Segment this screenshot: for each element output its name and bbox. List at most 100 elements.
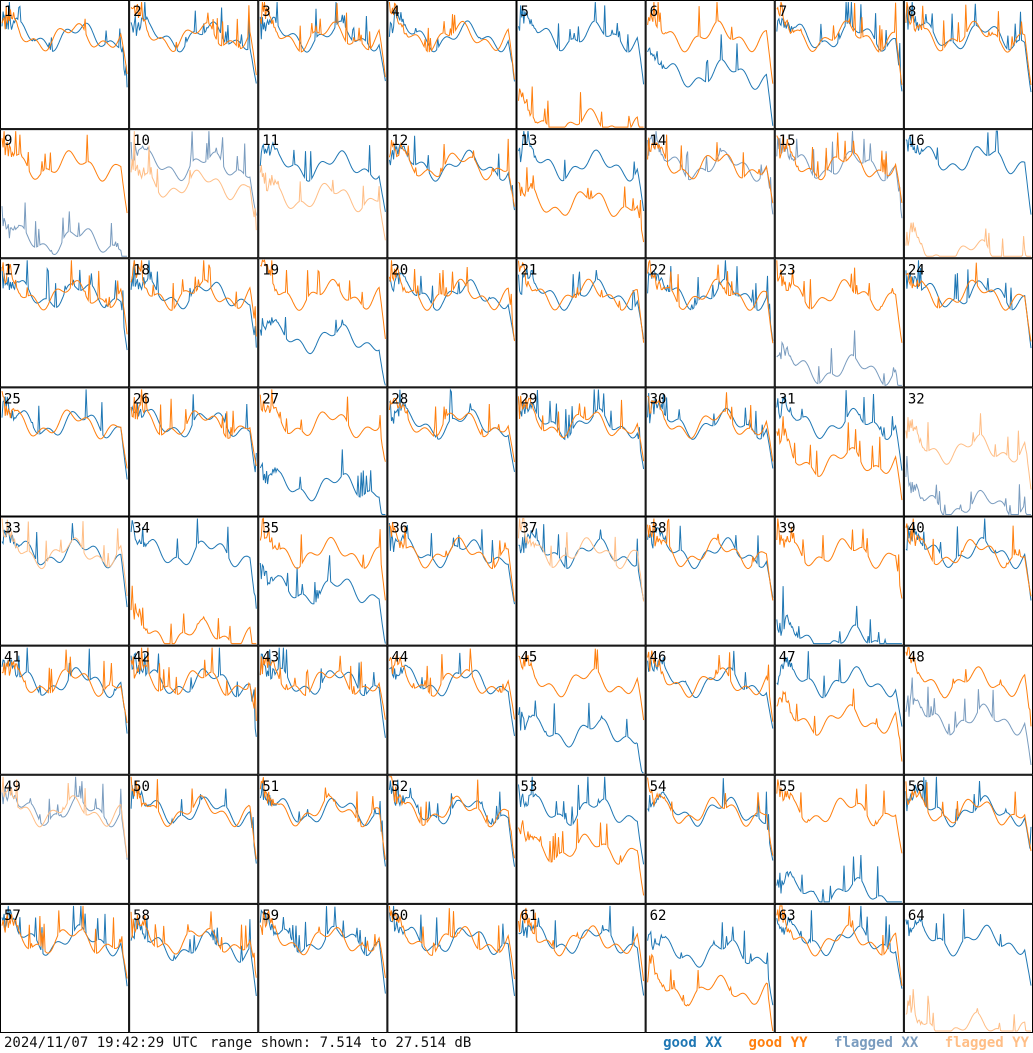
panel-frame (516, 387, 646, 517)
panel-frame (387, 516, 517, 646)
panel-frame (645, 903, 775, 1033)
xx-trace (130, 131, 257, 216)
footer: 2024/11/07 19:42:29 UTC range shown: 7.5… (0, 1033, 1033, 1053)
yy-trace (776, 260, 903, 343)
yy-trace (130, 1, 257, 76)
panel-label: 47 (779, 650, 796, 666)
timestamp: 2024/11/07 19:42:29 UTC (4, 1035, 198, 1051)
yy-trace (647, 392, 774, 462)
yy-trace (776, 688, 903, 762)
yy-trace (259, 389, 386, 462)
antenna-panel: 26 (129, 387, 259, 517)
panel-label: 7 (779, 4, 787, 20)
yy-trace (905, 413, 1032, 490)
yy-trace (647, 1, 774, 84)
yy-trace (647, 518, 774, 601)
yy-trace (518, 518, 645, 602)
xx-trace (518, 268, 645, 340)
panel-frame (516, 903, 646, 1033)
antenna-panel: 18 (129, 258, 259, 388)
antenna-panel: 11 (258, 129, 388, 259)
antenna-panel: 22 (645, 258, 775, 388)
xx-trace (1, 905, 128, 987)
yy-trace (518, 907, 645, 982)
antenna-panel: 52 (387, 774, 517, 904)
panel-label: 28 (391, 391, 408, 407)
antenna-panel: 50 (129, 774, 259, 904)
antenna-panel: 39 (774, 516, 904, 646)
xx-trace (259, 782, 386, 867)
xx-trace (388, 9, 515, 82)
antenna-panel: 58 (129, 903, 259, 1033)
panel-label: 1 (4, 4, 12, 20)
panel-frame (774, 774, 904, 904)
antenna-panel: 13 (516, 129, 646, 259)
panel-label: 39 (779, 521, 796, 537)
yy-trace (388, 260, 515, 342)
xx-trace (1, 389, 128, 480)
panel-frame (129, 516, 259, 646)
xx-trace (1, 202, 128, 257)
legend-flagged-xx: flagged XX (833, 1035, 919, 1051)
legend: good XX good YY flagged XX flagged YY (645, 1033, 1029, 1053)
antenna-panel: 24 (903, 258, 1033, 388)
yy-trace (776, 779, 903, 854)
legend-good-yy: good YY (748, 1035, 808, 1051)
xx-trace (647, 525, 774, 598)
panel-frame (645, 645, 775, 775)
antenna-panel: 61 (516, 903, 646, 1033)
yy-trace (259, 777, 386, 860)
panel-label: 20 (391, 262, 408, 278)
xx-trace (647, 778, 774, 861)
antenna-panel: 31 (774, 387, 904, 517)
antenna-panel: 53 (516, 774, 646, 904)
panel-label: 14 (650, 133, 667, 149)
yy-trace (1, 260, 128, 335)
panel-label: 21 (521, 262, 538, 278)
panel-frame (0, 645, 130, 775)
panel-label: 52 (391, 779, 408, 795)
panel-frame (0, 129, 130, 259)
xx-trace (389, 652, 515, 736)
panel-frame (258, 774, 388, 904)
xx-trace (259, 1, 386, 82)
panel-label: 41 (4, 650, 21, 666)
antenna-panel: 20 (387, 258, 517, 388)
yy-trace (389, 776, 515, 859)
xx-trace (776, 651, 903, 727)
xx-trace (259, 316, 386, 386)
panel-frame (258, 903, 388, 1033)
xx-trace (776, 854, 902, 903)
panel-frame (129, 645, 259, 775)
antenna-panel: 21 (516, 258, 646, 388)
panel-frame (387, 774, 517, 904)
panel-frame (129, 903, 259, 1033)
yy-trace (518, 167, 645, 243)
panel-label: 30 (650, 391, 667, 407)
panel-frame (774, 0, 904, 130)
panel-label: 54 (650, 779, 667, 795)
xx-trace (776, 131, 903, 219)
panel-frame (774, 903, 904, 1033)
panel-label: 61 (521, 908, 538, 924)
yy-trace (1, 131, 128, 214)
xx-trace (905, 518, 1032, 601)
yy-trace (905, 518, 1032, 597)
panel-label: 27 (262, 391, 279, 407)
panel-label: 6 (650, 4, 658, 20)
yy-trace (1, 649, 128, 724)
panel-label: 25 (4, 391, 21, 407)
antenna-panel: 35 (258, 516, 388, 646)
panel-label: 55 (779, 779, 796, 795)
antenna-panel: 57 (0, 903, 130, 1033)
antenna-panel: 54 (645, 774, 775, 904)
panel-label: 59 (262, 908, 279, 924)
xx-trace (1, 647, 128, 734)
panel-frame (645, 387, 775, 517)
xx-trace (130, 917, 257, 997)
antenna-panel: 9 (0, 129, 130, 259)
yy-trace (130, 776, 257, 860)
xx-trace (518, 131, 645, 212)
antenna-panel: 59 (258, 903, 388, 1033)
xx-trace (130, 518, 257, 609)
